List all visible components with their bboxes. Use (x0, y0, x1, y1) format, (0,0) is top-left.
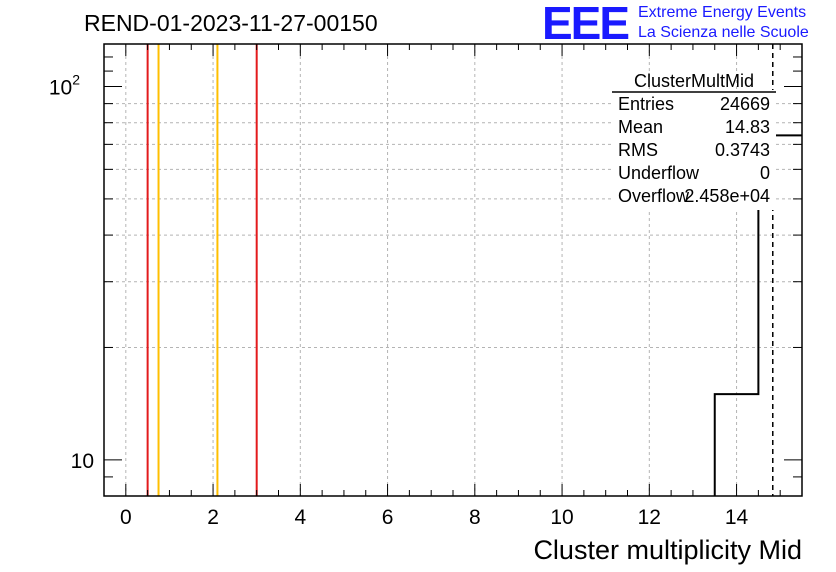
logo-subtitle-1: Extreme Energy Events (638, 4, 807, 21)
eee-logo: EEE (542, 0, 630, 49)
stats-box-background (612, 90, 776, 210)
stats-row-label: Underflow (618, 163, 700, 183)
x-tick-label: 6 (382, 506, 394, 529)
chart-title: REND-01-2023-11-27-00150 (84, 10, 378, 36)
x-tick-label: 0 (120, 506, 132, 529)
stats-row-label: RMS (618, 140, 658, 160)
stats-row-value: 14.83 (725, 117, 770, 137)
stats-row-label: Overflow (618, 186, 690, 206)
x-tick-label: 10 (550, 506, 573, 529)
stats-row-value: 24669 (720, 94, 770, 114)
stats-row-label: Entries (618, 94, 674, 114)
logo-subtitle-2: La Scienza nelle Scuole (638, 24, 809, 41)
stats-row-value: 0.3743 (715, 140, 770, 160)
stats-row-value: 2.458e+04 (684, 186, 770, 206)
y-tick-label: 10 (71, 450, 94, 473)
x-tick-label: 12 (638, 506, 661, 529)
y-tick-label: 102 (49, 72, 80, 100)
stats-row-label: Mean (618, 117, 663, 137)
stats-row-value: 0 (760, 163, 770, 183)
x-tick-label: 8 (469, 506, 481, 529)
x-tick-label: 2 (207, 506, 219, 529)
x-axis-label: Cluster multiplicity Mid (533, 535, 802, 565)
stats-box-title: ClusterMultMid (634, 71, 754, 91)
x-tick-label: 4 (294, 506, 306, 529)
x-tick-label: 14 (725, 506, 749, 529)
